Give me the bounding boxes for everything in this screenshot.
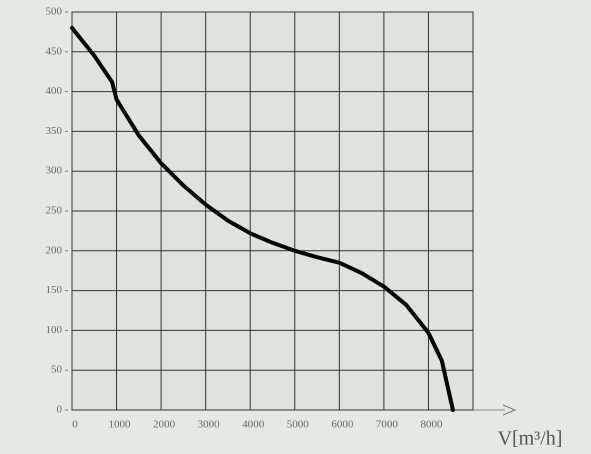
y-tick-label: 150	[46, 284, 63, 296]
x-tick-label: 8000	[420, 419, 443, 431]
y-tick-label: 350	[46, 125, 63, 137]
x-tick-label: 5000	[287, 419, 310, 431]
x-tick-label: 6000	[331, 419, 354, 431]
y-tick-label: 50	[51, 364, 63, 376]
y-tick-label: 0	[57, 404, 63, 416]
curve	[70, 25, 455, 412]
x-tick-label: 3000	[198, 419, 221, 431]
x-tick-label: 2000	[153, 419, 176, 431]
y-tick-label: 400	[46, 85, 63, 97]
x-axis-label: V[m³/h]	[498, 428, 563, 450]
y-tick-label: 100	[46, 324, 63, 336]
x-tick-label: 1000	[109, 419, 132, 431]
y-tick-label: 500	[46, 6, 63, 18]
x-tick-label: 4000	[242, 419, 265, 431]
y-tick-label: 250	[46, 205, 63, 217]
x-axis-arrow	[502, 404, 517, 416]
y-tick-label: 450	[46, 45, 63, 57]
y-tick-label: 300	[46, 165, 63, 177]
x-tick-label: 7000	[376, 419, 399, 431]
x-tick-label: 0	[72, 419, 78, 431]
y-tick-label: 200	[46, 244, 63, 256]
